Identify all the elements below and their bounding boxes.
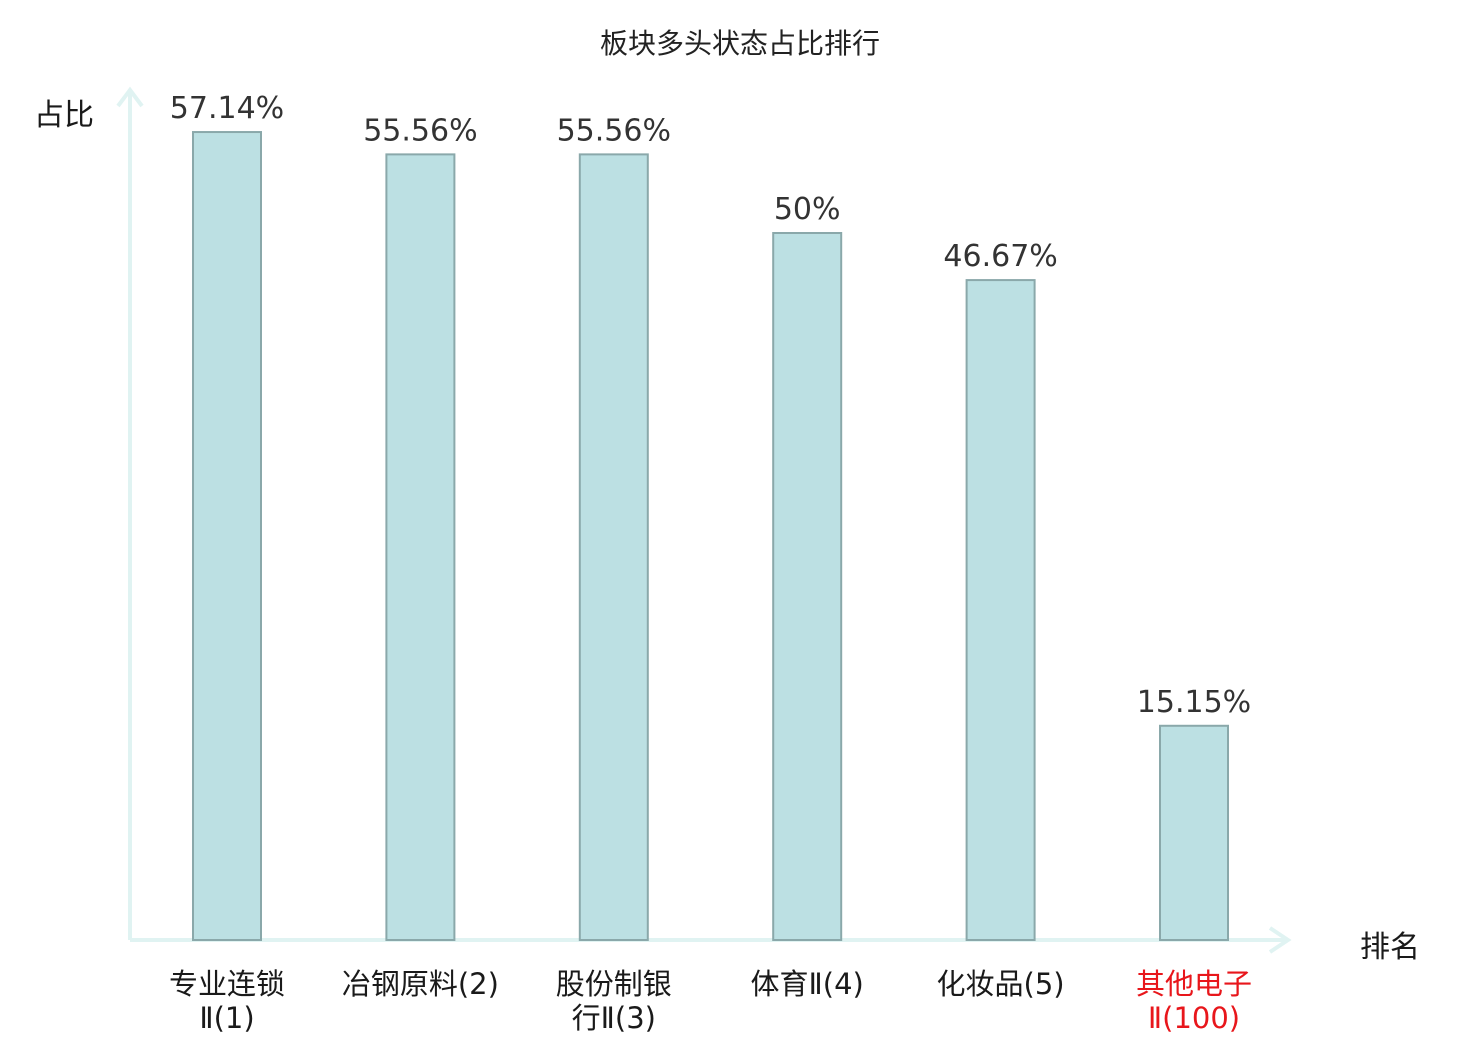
bar <box>385 153 456 942</box>
x-tick-label: 行Ⅱ(3) <box>572 1001 656 1035</box>
chart-title: 板块多头状态占比排行 <box>599 27 880 60</box>
x-tick-label: 股份制银 <box>556 967 672 1001</box>
bar-value-label: 55.56% <box>557 113 671 148</box>
bar <box>578 153 649 942</box>
bar <box>965 279 1036 942</box>
x-axis-arrow <box>1268 926 1292 954</box>
bar-value-label: 57.14% <box>170 91 284 126</box>
x-tick-label: Ⅱ(1) <box>199 1001 254 1035</box>
bar-value-label: 50% <box>774 192 841 227</box>
bar-value-label: 55.56% <box>363 113 477 148</box>
x-tick-label: 其他电子 <box>1136 967 1252 1001</box>
y-axis-arrow <box>116 86 144 108</box>
x-tick-label: 化妆品(5) <box>937 967 1065 1001</box>
bar <box>772 232 843 941</box>
y-axis-label: 占比 <box>34 98 94 133</box>
x-tick-label: Ⅱ(100) <box>1148 1001 1240 1035</box>
x-tick-label: 冶钢原料(2) <box>342 967 499 1001</box>
x-tick-label: 体育Ⅱ(4) <box>751 967 864 1001</box>
x-tick-label: 专业连锁 <box>169 967 285 1001</box>
chart-axes <box>116 86 1292 954</box>
bar-value-label: 15.15% <box>1137 685 1251 720</box>
bar <box>1159 724 1229 941</box>
bar <box>192 131 262 941</box>
bar-value-label: 46.67% <box>943 239 1057 274</box>
x-axis-label: 排名 <box>1360 930 1420 965</box>
